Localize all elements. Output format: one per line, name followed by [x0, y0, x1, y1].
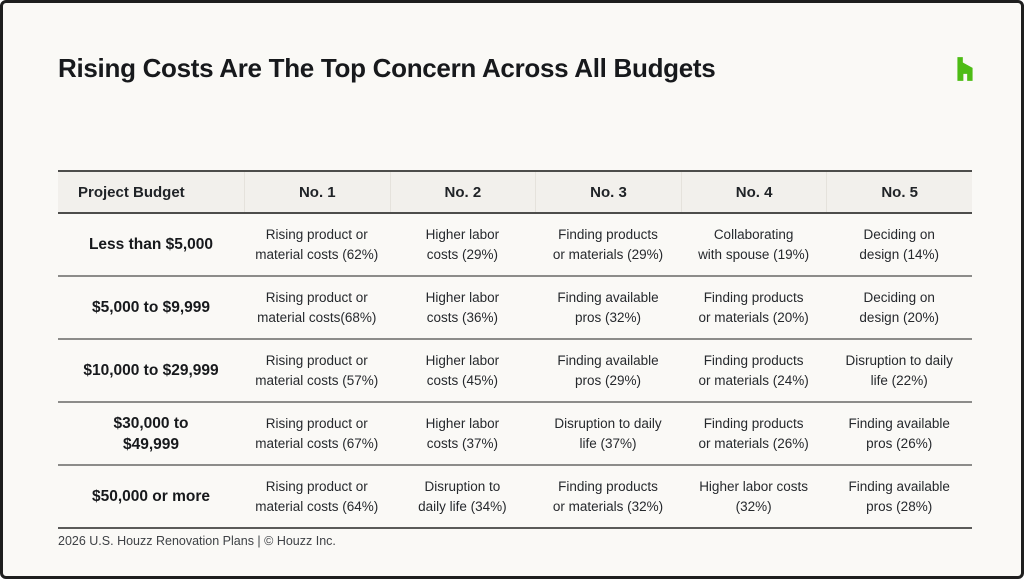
concern-cell: Finding products or materials (26%): [698, 415, 809, 451]
concern-cell: Disruption to daily life (37%): [554, 415, 662, 451]
column-header-project-budget: Project Budget: [78, 183, 185, 201]
budget-label: $10,000 to $29,999: [83, 362, 219, 379]
budget-label: Less than $5,000: [88, 236, 214, 253]
column-header-no2: No. 2: [389, 172, 536, 212]
column-header-no5: No. 5: [826, 172, 972, 212]
column-header-no4: No. 4: [680, 172, 827, 212]
concern-cell: Higher labor costs (37%): [425, 415, 500, 451]
concern-cell: Deciding on design (20%): [859, 289, 939, 325]
budget-label: $50,000 or more: [91, 488, 211, 505]
concern-cell: Higher labor costs (32%): [699, 478, 808, 514]
column-header-no3: No. 3: [535, 172, 681, 212]
concern-cell: Finding products or materials (24%): [698, 352, 809, 388]
table-row: $10,000 to $29,999 Rising product or mat…: [58, 340, 972, 403]
concern-cell: Rising product or material costs (57%): [255, 352, 379, 388]
table-header-row: Project Budget No. 1 No. 2 No. 3 No. 4 N…: [58, 170, 972, 214]
concern-cell: Higher labor costs (36%): [425, 289, 500, 325]
concern-cell: Finding available pros (32%): [557, 289, 659, 325]
concern-cell: Deciding on design (14%): [859, 226, 939, 262]
concern-cell: Disruption to daily life (22%): [845, 352, 953, 388]
table-row: $30,000 to $49,999 Rising product or mat…: [58, 403, 972, 466]
concern-cell: Finding available pros (28%): [848, 478, 950, 514]
concern-cell: Finding products or materials (32%): [552, 478, 664, 514]
concern-cell: Rising product or material costs (62%): [255, 226, 379, 262]
budget-label: $30,000 to $49,999: [113, 414, 189, 453]
concern-cell: Finding products or materials (20%): [698, 289, 809, 325]
concern-cell: Rising product or material costs(68%): [257, 289, 377, 325]
table-row: $5,000 to $9,999 Rising product or mater…: [58, 277, 972, 340]
table-row: $50,000 or more Rising product or materi…: [58, 466, 972, 529]
concern-cell: Higher labor costs (29%): [425, 226, 500, 262]
concern-cell: Rising product or material costs (67%): [255, 415, 379, 451]
concern-cell: Disruption to daily life (34%): [418, 478, 507, 514]
concern-cell: Finding available pros (26%): [848, 415, 950, 451]
houzz-logo-icon: [954, 56, 976, 82]
concern-cell: Finding available pros (29%): [557, 352, 659, 388]
page-title: Rising Costs Are The Top Concern Across …: [58, 53, 716, 83]
table-row: Less than $5,000 Rising product or mater…: [58, 214, 972, 277]
source-attribution: 2026 U.S. Houzz Renovation Plans | © Hou…: [58, 534, 336, 548]
concern-cell: Collaborating with spouse (19%): [698, 226, 810, 262]
budget-concerns-table: Project Budget No. 1 No. 2 No. 3 No. 4 N…: [58, 170, 972, 529]
concern-cell: Rising product or material costs (64%): [255, 478, 379, 514]
concern-cell: Higher labor costs (45%): [425, 352, 500, 388]
column-header-no1: No. 1: [244, 172, 390, 212]
concern-cell: Finding products or materials (29%): [552, 226, 664, 262]
budget-label: $5,000 to $9,999: [91, 299, 211, 316]
